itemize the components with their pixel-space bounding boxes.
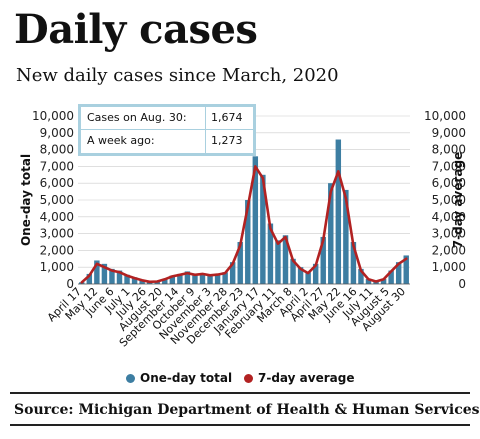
bar — [214, 273, 221, 284]
bar — [297, 267, 304, 284]
y-tick-label-right: 4,000 — [432, 210, 466, 224]
bar — [192, 273, 198, 284]
annotation-box: Cases on Aug. 30: 1,674 A week ago: 1,27… — [78, 104, 256, 156]
bar — [350, 242, 357, 284]
bar — [169, 275, 176, 284]
bar — [116, 270, 123, 284]
bar — [131, 277, 138, 284]
bar — [139, 279, 145, 284]
footer-divider-top — [10, 392, 470, 394]
bar — [252, 156, 259, 284]
y-tick-label-right: 5,000 — [432, 193, 466, 207]
bar — [312, 263, 319, 284]
bar — [124, 274, 130, 284]
y-tick-label-left: 3,000 — [40, 227, 74, 241]
bar — [275, 240, 281, 284]
y-tick-label-right: 6,000 — [432, 176, 466, 190]
annotation-week-ago-label: A week ago: — [87, 134, 155, 147]
y-tick-label-left: 9,000 — [40, 126, 74, 140]
bar — [260, 174, 266, 284]
bar — [388, 270, 394, 284]
annotation-column-divider — [205, 107, 206, 153]
y-tick-label-right: 0 — [458, 277, 466, 291]
y-tick-label-right: 9,000 — [432, 126, 466, 140]
annotation-row-divider — [81, 129, 253, 130]
annotation-current-label: Cases on Aug. 30: — [87, 111, 187, 124]
y-tick-label-left: 7,000 — [40, 159, 74, 173]
bar — [395, 262, 402, 284]
bar — [320, 236, 326, 284]
bar — [86, 273, 93, 284]
legend-item-line: 7-day average — [244, 371, 354, 385]
annotation-row-week-ago: A week ago: 1,273 — [81, 130, 253, 152]
y-tick-label-right: 8,000 — [432, 143, 466, 157]
bar — [335, 139, 342, 284]
bar — [162, 278, 168, 284]
bar — [380, 278, 387, 284]
bar — [199, 273, 206, 284]
y-tick-label-left: 6,000 — [40, 176, 74, 190]
bar — [101, 263, 108, 284]
chart-subtitle: New daily cases since March, 2020 — [16, 65, 339, 86]
y-tick-label-right: 7,000 — [432, 159, 466, 173]
bar — [403, 255, 409, 284]
y-tick-label-left: 8,000 — [40, 143, 74, 157]
footer-divider-bottom — [10, 424, 470, 426]
y-axis-label-right: 7-day average — [451, 152, 465, 248]
y-tick-label-left: 5,000 — [40, 193, 74, 207]
source-note: Source: Michigan Department of Health & … — [14, 402, 480, 418]
bar — [184, 271, 191, 284]
y-tick-label-left: 0 — [66, 277, 74, 291]
y-tick-label-left: 1,000 — [40, 260, 74, 274]
annotation-row-current: Cases on Aug. 30: 1,674 — [81, 107, 253, 129]
bar — [343, 189, 349, 284]
bar — [305, 272, 311, 284]
annotation-week-ago-value: 1,273 — [211, 134, 243, 147]
seven-day-average-line — [80, 165, 408, 284]
bar — [245, 200, 251, 284]
bar — [94, 260, 100, 284]
annotation-current-value: 1,674 — [211, 111, 243, 124]
bar — [328, 183, 334, 284]
y-tick-label-left: 2,000 — [40, 243, 74, 257]
legend-label-line: 7-day average — [258, 371, 355, 385]
bar — [229, 262, 236, 284]
legend-swatch-line — [244, 373, 253, 383]
legend-swatch-bars — [126, 373, 135, 383]
bar — [237, 242, 243, 284]
bar — [290, 258, 296, 284]
y-tick-label-left: 4,000 — [40, 210, 74, 224]
y-tick-label-right: 1,000 — [432, 260, 466, 274]
chart-title: Daily cases — [14, 6, 258, 53]
y-axis-label-left: One-day total — [19, 154, 33, 246]
y-tick-label-right: 10,000 — [424, 109, 466, 123]
bar — [358, 268, 364, 284]
bar — [222, 272, 228, 284]
legend-item-bars: One-day total — [126, 371, 232, 385]
bar — [207, 274, 213, 284]
bar — [282, 235, 289, 284]
y-tick-label-right: 3,000 — [432, 227, 466, 241]
legend-label-bars: One-day total — [140, 371, 233, 385]
chart-plot: 0 0 1,000 1,000 2,000 2,000 3,000 3,000 4,000 4,0… — [19, 109, 466, 349]
y-tick-label-right: 2,000 — [432, 243, 466, 257]
bar — [267, 223, 274, 284]
bar — [177, 273, 183, 284]
y-tick-label-left: 10,000 — [32, 109, 74, 123]
bar — [109, 268, 115, 284]
bar — [365, 278, 372, 284]
